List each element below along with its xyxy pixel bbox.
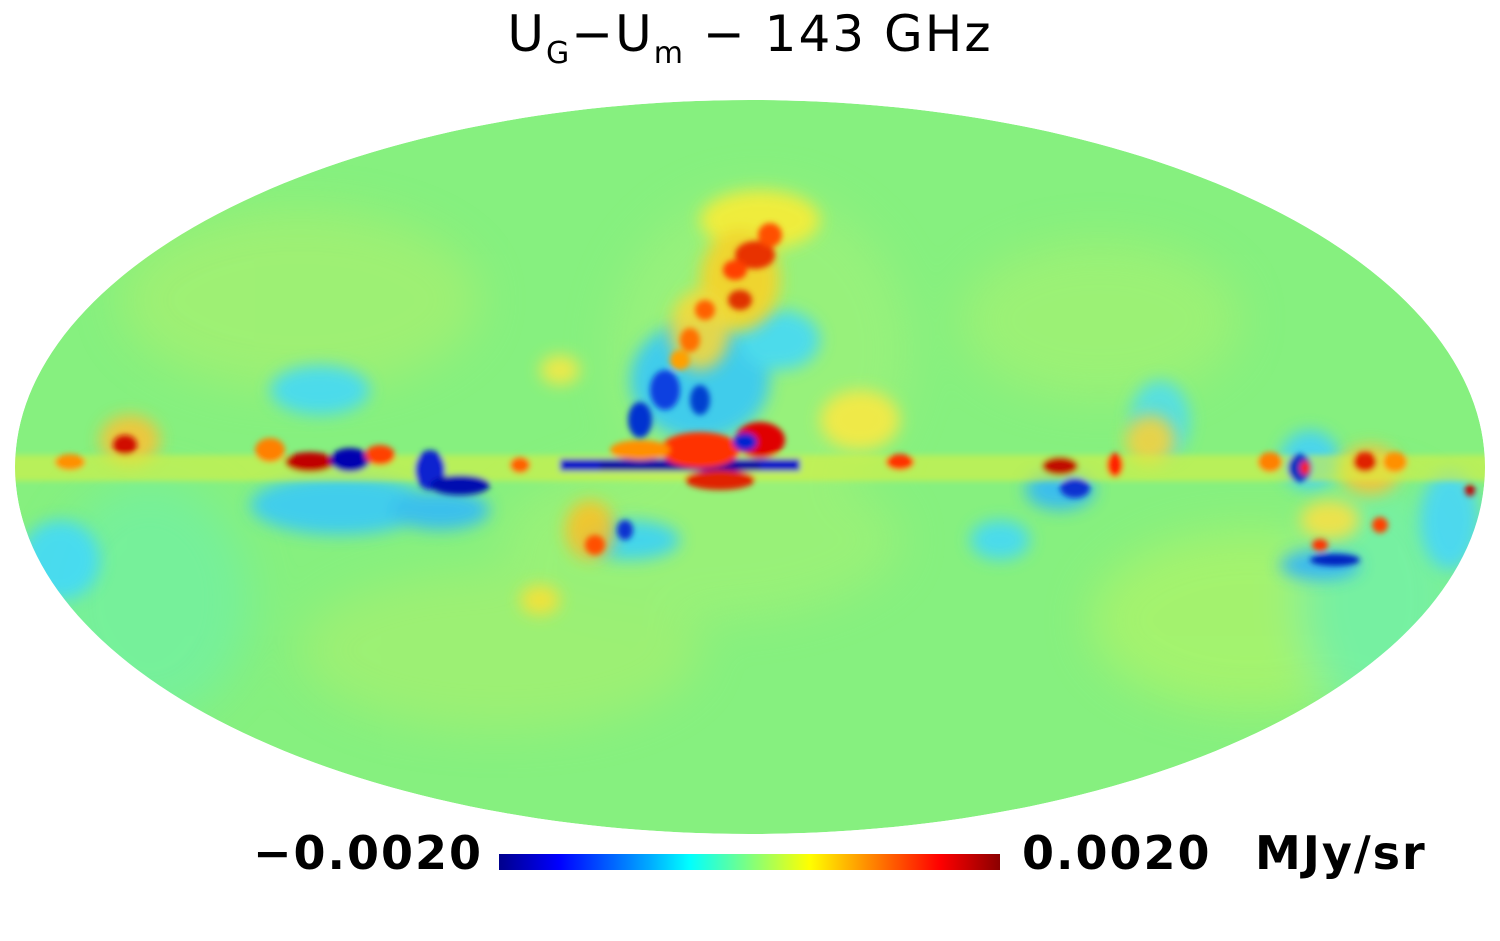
sky-map-content bbox=[15, 100, 1485, 834]
title-u-m: Um bbox=[615, 5, 685, 71]
map-title: UG−Um − 143 GHz bbox=[0, 4, 1500, 76]
colorbar-min-label: −0.0020 bbox=[253, 826, 484, 880]
colorbar bbox=[499, 854, 1000, 870]
title-minus: − bbox=[571, 5, 616, 63]
colorbar-unit-label: MJy/sr bbox=[1255, 826, 1427, 880]
title-u-g: UG bbox=[507, 5, 572, 71]
colorbar-max-label: 0.0020 bbox=[1022, 826, 1212, 880]
title-frequency: − 143 GHz bbox=[685, 5, 993, 63]
